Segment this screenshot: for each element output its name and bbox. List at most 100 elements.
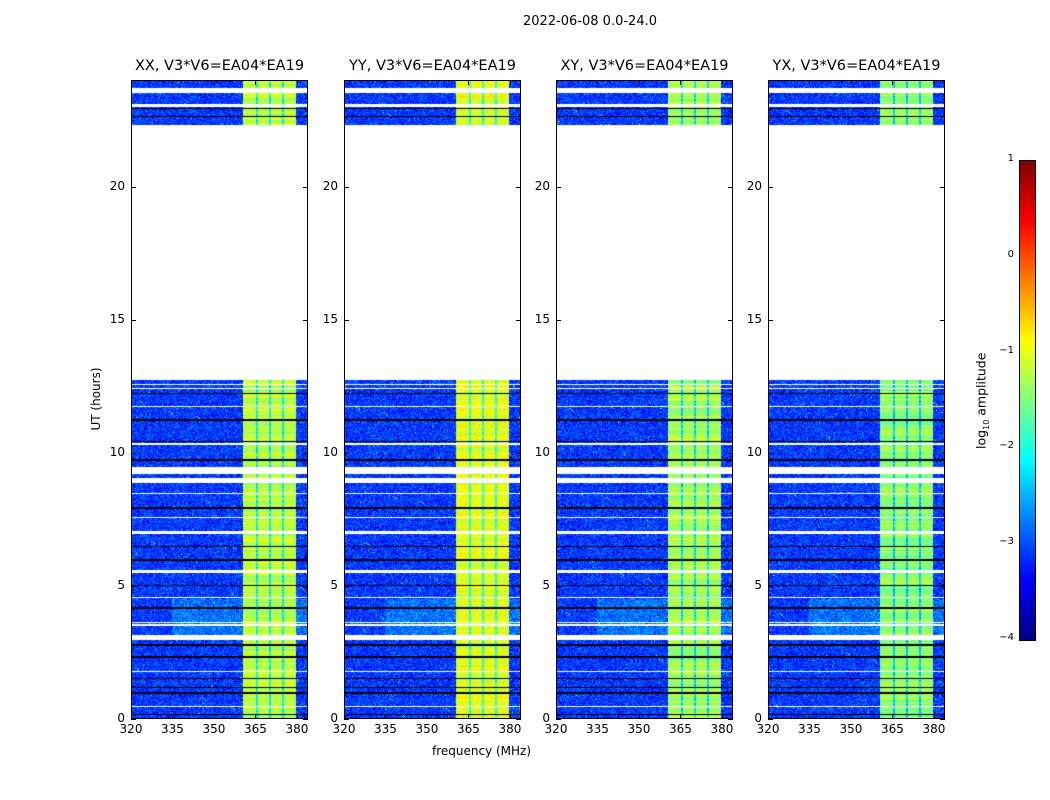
x-tick-label: 380 bbox=[498, 722, 522, 736]
x-tick-mark bbox=[131, 80, 132, 85]
y-tick-mark bbox=[768, 186, 773, 188]
y-tick-mark bbox=[344, 585, 349, 587]
x-tick-mark bbox=[468, 714, 470, 719]
y-tick-mark bbox=[728, 319, 733, 321]
y-tick-label: 20 bbox=[534, 178, 550, 193]
x-tick-label: 350 bbox=[627, 722, 651, 736]
y-tick-label: 10 bbox=[322, 444, 338, 459]
x-tick-mark bbox=[213, 80, 215, 85]
x-tick-mark bbox=[468, 80, 470, 85]
x-tick-mark bbox=[385, 714, 387, 719]
x-tick-label: 335 bbox=[374, 722, 397, 736]
y-tick-mark bbox=[131, 719, 136, 720]
x-tick-mark bbox=[850, 714, 852, 719]
y-tick-mark bbox=[344, 319, 349, 321]
y-tick-mark bbox=[940, 452, 945, 454]
y-tick-label: 15 bbox=[746, 311, 762, 326]
x-tick-mark bbox=[721, 80, 723, 85]
y-tick-label: 5 bbox=[330, 577, 338, 592]
y-tick-label: 5 bbox=[754, 577, 762, 592]
figure-title: 2022-06-08 0.0-24.0 bbox=[523, 14, 657, 29]
x-tick-label: 365 bbox=[881, 722, 904, 736]
x-tick-label: 365 bbox=[457, 722, 480, 736]
y-tick-mark bbox=[131, 186, 136, 188]
x-tick-mark bbox=[426, 714, 428, 719]
x-tick-label: 320 bbox=[119, 722, 143, 736]
x-tick-mark bbox=[768, 714, 769, 719]
waterfall-panel-2: YY, V3*V6=EA04*EA19 0 5 10 15 20 320 335 350 365 3… bbox=[323, 58, 522, 736]
y-tick-mark bbox=[728, 452, 733, 454]
y-tick-label: 0 bbox=[117, 711, 125, 725]
y-tick-label: 15 bbox=[322, 311, 338, 326]
x-tick-label: 380 bbox=[710, 722, 734, 736]
waterfall-panel-1: XX, V3*V6=EA04*EA19 0 5 10 15 20 320 335 350 365 3… bbox=[110, 58, 309, 736]
y-tick-label: 5 bbox=[542, 577, 550, 592]
x-tick-mark bbox=[892, 80, 894, 85]
y-tick-mark bbox=[556, 186, 561, 188]
y-tick-label: 20 bbox=[109, 178, 125, 193]
y-tick-mark bbox=[940, 719, 945, 720]
waterfall-heatmap bbox=[131, 80, 308, 719]
x-tick-mark bbox=[172, 714, 174, 719]
x-tick-label: 320 bbox=[332, 722, 356, 736]
panel-title: YX, V3*V6=EA04*EA19 bbox=[772, 58, 941, 74]
x-tick-mark bbox=[213, 714, 215, 719]
y-tick-mark bbox=[768, 585, 773, 587]
x-axis-label: frequency (MHz) bbox=[432, 744, 532, 758]
x-tick-label: 350 bbox=[415, 722, 439, 736]
y-tick-mark bbox=[303, 719, 308, 720]
y-tick-label: 15 bbox=[534, 311, 550, 326]
x-tick-mark bbox=[556, 714, 557, 719]
waterfall-panel-3: XY, V3*V6=EA04*EA19 0 5 10 15 20 320 335 350 365 3… bbox=[535, 58, 734, 736]
y-tick-mark bbox=[768, 452, 773, 454]
x-tick-mark bbox=[255, 714, 257, 719]
x-tick-label: 350 bbox=[202, 722, 226, 736]
x-tick-mark bbox=[131, 714, 132, 719]
x-tick-mark bbox=[509, 714, 511, 719]
x-tick-mark bbox=[680, 80, 682, 85]
y-tick-label: 0 bbox=[330, 711, 338, 725]
x-tick-mark bbox=[426, 80, 428, 85]
y-tick-mark bbox=[303, 452, 308, 454]
y-tick-mark bbox=[303, 186, 308, 188]
x-tick-mark bbox=[933, 80, 935, 85]
x-tick-mark bbox=[892, 714, 894, 719]
x-tick-mark bbox=[172, 80, 174, 85]
x-tick-mark bbox=[597, 80, 599, 85]
x-tick-mark bbox=[850, 80, 852, 85]
y-tick-mark bbox=[556, 452, 561, 454]
x-tick-mark bbox=[638, 714, 640, 719]
y-axis-label: UT (hours) bbox=[89, 367, 103, 431]
y-tick-mark bbox=[516, 719, 521, 720]
colorbar-label: log10 amplitude bbox=[973, 352, 991, 449]
y-tick-mark bbox=[303, 585, 308, 587]
y-tick-mark bbox=[768, 319, 773, 321]
colorbar-tick-label: −3 bbox=[999, 536, 1014, 548]
y-tick-label: 10 bbox=[746, 444, 762, 459]
x-tick-mark bbox=[809, 714, 811, 719]
x-tick-label: 335 bbox=[798, 722, 821, 736]
y-tick-mark bbox=[556, 719, 561, 720]
y-tick-mark bbox=[556, 319, 561, 321]
x-tick-mark bbox=[385, 80, 387, 85]
y-tick-mark bbox=[344, 719, 349, 720]
x-tick-label: 335 bbox=[586, 722, 609, 736]
x-tick-label: 335 bbox=[161, 722, 184, 736]
x-tick-label: 320 bbox=[544, 722, 568, 736]
y-tick-mark bbox=[728, 719, 733, 720]
x-tick-label: 365 bbox=[669, 722, 692, 736]
x-tick-mark bbox=[721, 714, 723, 719]
x-tick-mark bbox=[768, 80, 769, 85]
y-tick-mark bbox=[728, 585, 733, 587]
y-tick-label: 0 bbox=[542, 711, 550, 725]
y-tick-label: 10 bbox=[109, 444, 125, 459]
x-tick-mark bbox=[509, 80, 511, 85]
waterfall-heatmap bbox=[344, 80, 521, 719]
y-tick-mark bbox=[940, 585, 945, 587]
colorbar-tick-label: 1 bbox=[1007, 153, 1014, 164]
y-tick-mark bbox=[344, 452, 349, 454]
panel-title: XX, V3*V6=EA04*EA19 bbox=[134, 58, 305, 74]
x-tick-mark bbox=[255, 80, 257, 85]
x-tick-label: 380 bbox=[922, 722, 946, 736]
y-tick-mark bbox=[131, 452, 136, 454]
